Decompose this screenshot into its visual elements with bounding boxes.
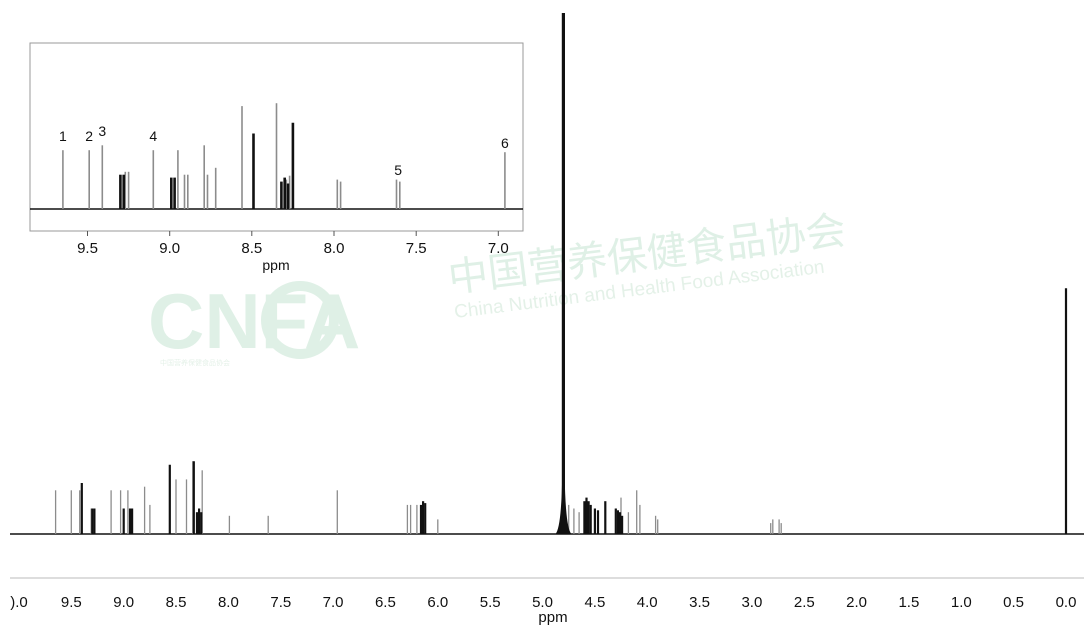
main-x-tick-label: 8.5 — [166, 594, 187, 611]
main-peaks-black — [80, 13, 1068, 534]
inset-peak-label: 1 — [59, 128, 67, 144]
main-x-axis-label: ppm — [538, 609, 567, 625]
main-x-tick-label: 4.0 — [637, 594, 658, 611]
inset-x-tick-label: 7.5 — [406, 240, 427, 257]
inset-x-axis-label: ppm — [262, 257, 289, 273]
main-x-tick-label: 9.0 — [113, 594, 134, 611]
inset-x-tick-label: 8.5 — [241, 240, 262, 257]
main-x-tick-label: 0.5 — [1003, 594, 1024, 611]
inset-peaks-gray — [62, 103, 506, 209]
main-x-tick-label: 8.0 — [218, 594, 239, 611]
inset-x-tick-label: 8.0 — [324, 240, 345, 257]
inset-peak-label: 3 — [98, 123, 106, 139]
main-x-tick-label: 7.5 — [270, 594, 291, 611]
main-x-tick-label: 9.5 — [61, 594, 82, 611]
main-x-tick-label: 4.5 — [584, 594, 605, 611]
main-spectrum: ).0 9.5 9.0 8.5 8.0 7.5 7.0 6.5 6.0 5.5 5.0 4.5 4.0 3… — [10, 13, 1084, 626]
inset-peak-label: 5 — [394, 162, 402, 178]
main-solvent-peak-base — [555, 474, 572, 534]
main-x-tick-label: 3.0 — [741, 594, 762, 611]
watermark-logo-text: CNFA — [148, 277, 360, 365]
main-x-tick-label: 1.0 — [951, 594, 972, 611]
main-x-tick-label: 2.0 — [846, 594, 867, 611]
main-x-tick-label: 5.5 — [480, 594, 501, 611]
main-x-tick-label: 0.0 — [1056, 594, 1077, 611]
main-x-tick-label: 3.5 — [689, 594, 710, 611]
main-x-tick-label: 5.0 — [532, 594, 553, 611]
inset-frame — [29, 42, 524, 232]
inset-x-tick-labels: 9.5 9.0 8.5 8.0 7.5 7.0 — [77, 231, 509, 257]
main-x-tick-label: 7.0 — [323, 594, 344, 611]
main-x-tick-label: 2.5 — [794, 594, 815, 611]
inset-x-tick-label: 7.0 — [488, 240, 509, 257]
main-x-tick-label: 6.5 — [375, 594, 396, 611]
inset-x-tick-label: 9.5 — [77, 240, 98, 257]
inset-spectrum: 1 2 3 456 9.5 9.0 8.5 8.0 7.5 7.0 ppm — [29, 42, 524, 273]
watermark-small-text: 中国营养保健食品协会 — [160, 358, 230, 367]
inset-peak-labels: 1 2 3 456 — [59, 123, 509, 178]
main-peaks-gray — [54, 461, 782, 534]
inset-x-tick-label: 9.0 — [159, 240, 180, 257]
inset-peak-label: 6 — [501, 135, 509, 151]
inset-peak-label: 4 — [149, 128, 157, 144]
main-x-tick-labels: ).0 9.5 9.0 8.5 8.0 7.5 7.0 6.5 6.0 5.5 5.0 4.5 4.0 3… — [10, 594, 1076, 611]
inset-peaks-black — [119, 122, 295, 209]
main-x-tick-label: ).0 — [10, 594, 28, 611]
main-x-tick-label: 1.5 — [898, 594, 919, 611]
main-x-tick-label: 6.0 — [427, 594, 448, 611]
inset-peak-label: 2 — [85, 128, 93, 144]
watermark-emblem — [261, 281, 339, 359]
